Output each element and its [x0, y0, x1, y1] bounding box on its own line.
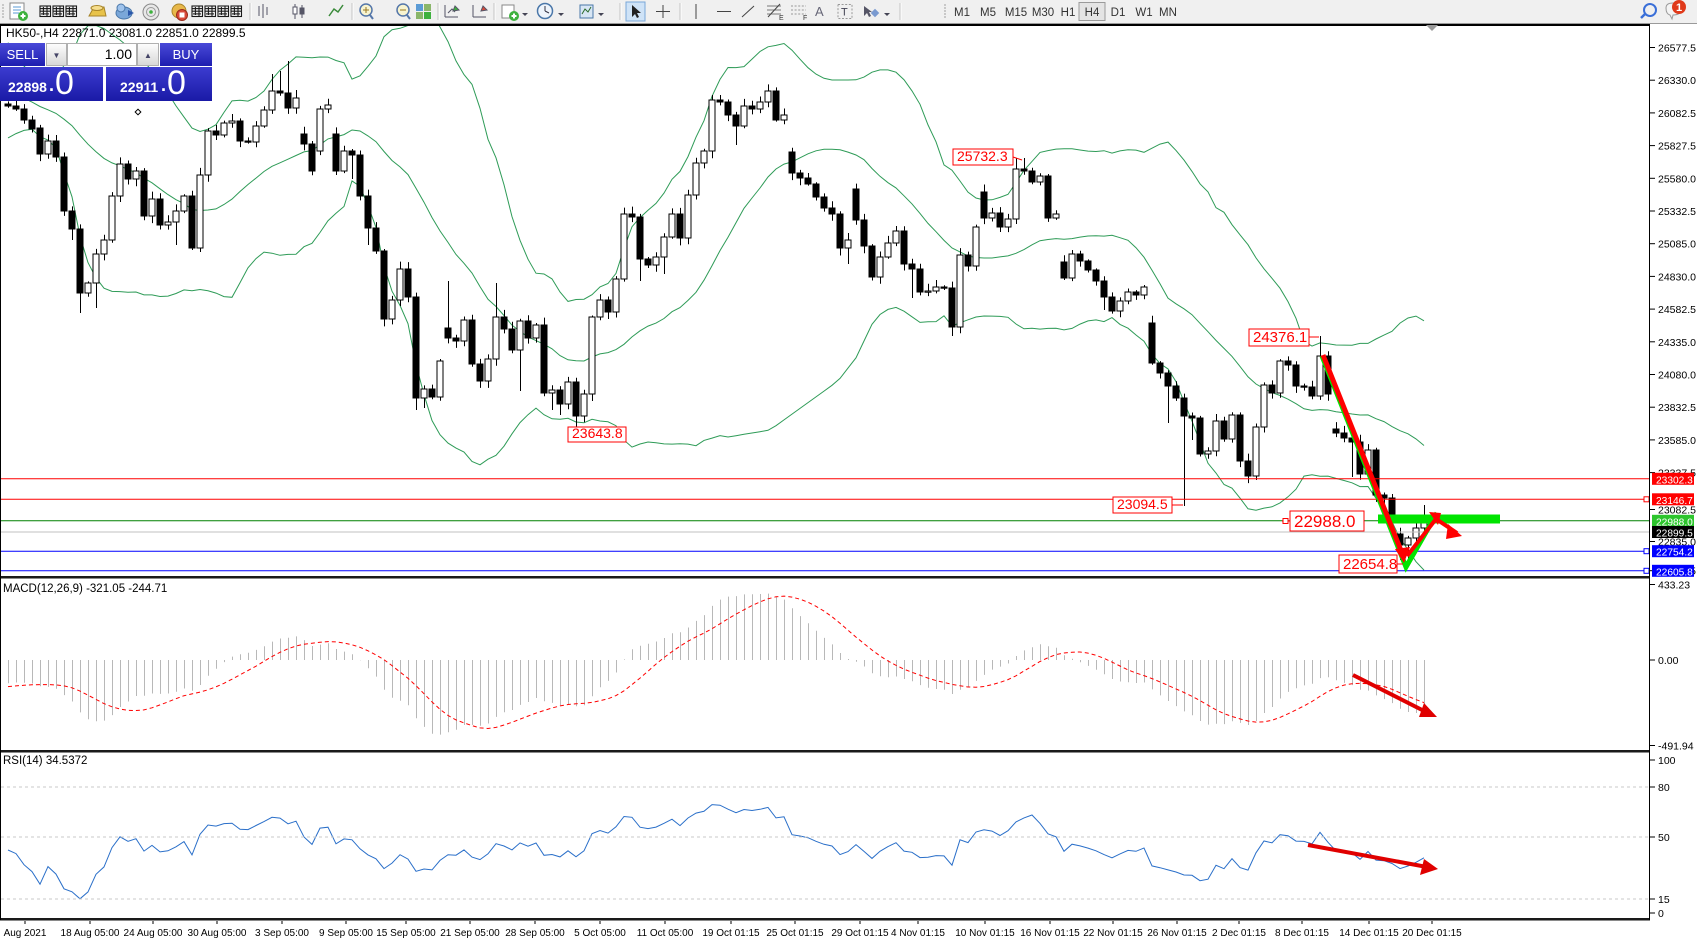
svg-text:23585.0: 23585.0 [1658, 435, 1696, 447]
svg-text:0.00: 0.00 [1658, 655, 1679, 667]
svg-text:RSI(14) 34.5372: RSI(14) 34.5372 [3, 755, 87, 767]
svg-text:100: 100 [1658, 755, 1676, 767]
svg-text:24080.0: 24080.0 [1658, 370, 1696, 382]
svg-text:25332.5: 25332.5 [1658, 206, 1696, 218]
svg-text:H1: H1 [1061, 7, 1076, 19]
svg-text:24335.0: 24335.0 [1658, 337, 1696, 349]
svg-text:M15: M15 [1005, 7, 1027, 19]
svg-text:23302.3: 23302.3 [1656, 475, 1693, 486]
svg-text:26082.5: 26082.5 [1658, 108, 1696, 120]
svg-text:22654.8: 22654.8 [1343, 556, 1397, 573]
svg-text:15: 15 [1658, 894, 1670, 906]
svg-text:28 Sep 05:00: 28 Sep 05:00 [505, 928, 565, 939]
svg-text:H4: H4 [1085, 7, 1100, 19]
svg-text:23082.5: 23082.5 [1658, 505, 1696, 517]
svg-text:25 Oct 01:15: 25 Oct 01:15 [766, 928, 824, 939]
svg-text:1: 1 [1676, 2, 1682, 14]
svg-text:T: T [841, 7, 848, 19]
svg-text:23832.5: 23832.5 [1658, 402, 1696, 414]
svg-text:HK50-,H4 22871.0 23081.0 2285: HK50-,H4 22871.0 23081.0 22851.0 22899.5 [6, 26, 246, 40]
svg-text:80: 80 [1658, 782, 1670, 794]
svg-text:10 Nov 01:15: 10 Nov 01:15 [955, 928, 1015, 939]
svg-text:3 Sep 05:00: 3 Sep 05:00 [255, 928, 309, 939]
svg-text:24376.1: 24376.1 [1253, 329, 1307, 346]
svg-text:4 Nov 01:15: 4 Nov 01:15 [891, 928, 945, 939]
svg-text:5 Oct 05:00: 5 Oct 05:00 [574, 928, 626, 939]
svg-text:22899.5: 22899.5 [1656, 529, 1693, 540]
svg-text:22605.8: 22605.8 [1656, 567, 1693, 578]
svg-text:M5: M5 [980, 7, 996, 19]
svg-text:11 Oct 05:00: 11 Oct 05:00 [637, 928, 694, 939]
svg-text:2 Dec 01:15: 2 Dec 01:15 [1212, 928, 1266, 939]
svg-text:25827.5: 25827.5 [1658, 141, 1696, 153]
svg-text:23094.5: 23094.5 [1117, 496, 1168, 512]
svg-text:16 Nov 01:15: 16 Nov 01:15 [1020, 928, 1080, 939]
svg-text:F: F [803, 15, 807, 22]
svg-text:MN: MN [1159, 7, 1177, 19]
svg-text:25085.0: 25085.0 [1658, 239, 1696, 251]
svg-text:M30: M30 [1032, 7, 1054, 19]
svg-text:25732.3: 25732.3 [957, 148, 1008, 164]
svg-text:24582.5: 24582.5 [1658, 304, 1696, 316]
svg-text:25580.0: 25580.0 [1658, 173, 1696, 185]
svg-text:8 Dec 01:15: 8 Dec 01:15 [1275, 928, 1329, 939]
svg-text:Aug 2021: Aug 2021 [4, 928, 47, 939]
svg-text:22 Nov 01:15: 22 Nov 01:15 [1083, 928, 1143, 939]
svg-text:18 Aug 05:00: 18 Aug 05:00 [61, 928, 120, 939]
svg-text:22988.0: 22988.0 [1294, 512, 1355, 531]
svg-text:15 Sep 05:00: 15 Sep 05:00 [376, 928, 436, 939]
svg-text:30 Aug 05:00: 30 Aug 05:00 [188, 928, 247, 939]
svg-text:21 Sep 05:00: 21 Sep 05:00 [440, 928, 500, 939]
svg-text:23146.7: 23146.7 [1656, 496, 1693, 507]
svg-text:20 Dec 01:15: 20 Dec 01:15 [1402, 928, 1462, 939]
svg-text:E: E [779, 15, 784, 22]
svg-text:23643.8: 23643.8 [572, 425, 623, 441]
svg-text:29 Oct 01:15: 29 Oct 01:15 [831, 928, 889, 939]
svg-text:D1: D1 [1111, 7, 1126, 19]
svg-text:M1: M1 [954, 7, 970, 19]
svg-text:22754.2: 22754.2 [1656, 548, 1693, 559]
svg-text:26577.5: 26577.5 [1658, 43, 1696, 55]
svg-text:-491.94: -491.94 [1658, 741, 1694, 753]
svg-text:19 Oct 01:15: 19 Oct 01:15 [702, 928, 760, 939]
svg-text:W1: W1 [1135, 7, 1152, 19]
svg-text:9 Sep 05:00: 9 Sep 05:00 [319, 928, 373, 939]
svg-text:26330.0: 26330.0 [1658, 75, 1696, 87]
svg-text:24 Aug 05:00: 24 Aug 05:00 [124, 928, 183, 939]
svg-text:26 Nov 01:15: 26 Nov 01:15 [1147, 928, 1207, 939]
svg-text:0: 0 [1658, 908, 1664, 920]
svg-text:24830.0: 24830.0 [1658, 271, 1696, 283]
svg-text:MACD(12,26,9) -321.05 -244.71: MACD(12,26,9) -321.05 -244.71 [3, 583, 167, 595]
svg-text:14 Dec 01:15: 14 Dec 01:15 [1339, 928, 1399, 939]
svg-text:A: A [815, 4, 824, 19]
svg-text:50: 50 [1658, 832, 1670, 844]
svg-text:433.23: 433.23 [1658, 580, 1690, 592]
svg-text:22988.0: 22988.0 [1656, 517, 1693, 528]
